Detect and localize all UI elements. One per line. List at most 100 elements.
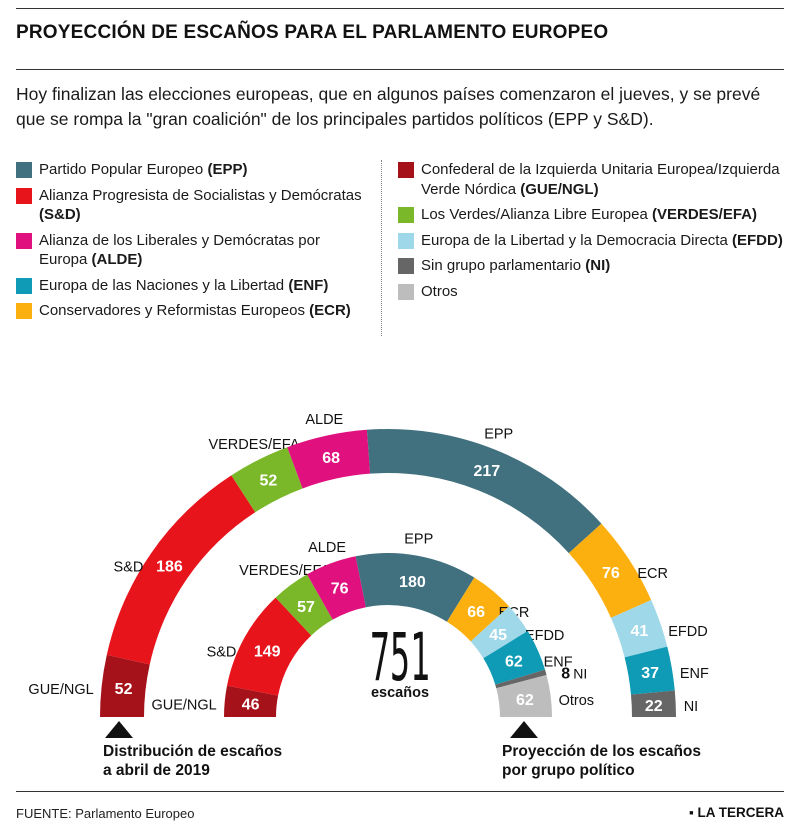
legend-label: Europa de las Naciones y la Libertad (EN… xyxy=(39,276,328,296)
legend-group-abbr: (EFDD) xyxy=(732,231,783,249)
pointer-triangle xyxy=(105,721,133,738)
value-label: 41 xyxy=(631,623,649,640)
legend-group-abbr: (ENF) xyxy=(288,276,329,294)
arc-sd xyxy=(106,475,256,665)
legend-group-name: Sin grupo parlamentario xyxy=(421,257,586,274)
footer-source: FUENTE: Parlamento Europeo xyxy=(16,806,195,821)
legend-item: Confederal de la Izquierda Unitaria Euro… xyxy=(398,160,788,199)
value-label: 76 xyxy=(602,565,620,582)
group-label: EFDD xyxy=(668,624,707,640)
group-label: ENF xyxy=(680,666,709,682)
legend-group-abbr: (GUE/NGL) xyxy=(520,180,599,198)
legend-label: Europa de la Libertad y la Democracia Di… xyxy=(421,231,783,251)
arc-enf xyxy=(483,630,546,685)
group-label: VERDES/EFA xyxy=(208,437,299,453)
legend-group-name: Conservadores y Reformistas Europeos xyxy=(39,302,310,319)
subtitle: Hoy finalizan las elecciones europeas, q… xyxy=(16,84,761,129)
group-label: NI xyxy=(573,665,587,681)
group-label: Otros xyxy=(559,693,594,709)
legend-label: Otros xyxy=(421,282,458,302)
value-label: 62 xyxy=(516,692,534,709)
group-label: EPP xyxy=(404,532,433,548)
legend-divider xyxy=(381,160,382,336)
arc-guengl xyxy=(100,654,150,717)
group-label: ECR xyxy=(637,566,668,582)
legend-swatch xyxy=(16,277,32,294)
arc-alde xyxy=(287,429,371,489)
legend-label: Sin grupo parlamentario (NI) xyxy=(421,256,610,276)
seat-charts: 52 GUE/NGL 186 S&D 52 VERDES/EFA 68 ALDE 217 EPP 7… xyxy=(28,412,709,779)
legend-group-name: Europa de la Libertad y la Democracia Di… xyxy=(421,231,732,249)
legend-group-name: Alianza de los Liberales y Demócratas po… xyxy=(39,231,320,269)
arc-ni xyxy=(630,690,676,717)
legend-item: Conservadores y Reformistas Europeos (EC… xyxy=(16,301,366,321)
value-label: 22 xyxy=(645,698,663,715)
value-label: 217 xyxy=(473,463,500,480)
legend-swatch xyxy=(16,162,32,178)
legend-group-name: Alianza Progresista de Socialistas y Dem… xyxy=(39,186,362,204)
arc-guengl xyxy=(224,685,279,717)
value-label: 76 xyxy=(331,581,349,598)
arc-ecr xyxy=(446,577,510,642)
pointer-triangle xyxy=(510,721,538,738)
legend-swatch xyxy=(398,258,414,274)
center-total: 751 xyxy=(370,619,430,696)
arc-alde xyxy=(306,556,366,620)
group-label: ALDE xyxy=(305,412,343,428)
page-title: PROYECCIÓN DE ESCAÑOS PARA EL PARLAMENTO… xyxy=(16,22,609,43)
value-label: 62 xyxy=(505,653,523,670)
legend-swatch xyxy=(16,303,32,319)
value-label: 66 xyxy=(467,604,485,621)
group-label: EPP xyxy=(484,426,513,442)
legend-group-abbr: (VERDES/EFA) xyxy=(651,206,757,223)
legend-item: Alianza Progresista de Socialistas y Dem… xyxy=(16,186,366,225)
legend-label: Alianza Progresista de Socialistas y Dem… xyxy=(39,186,366,225)
legend-label: Conservadores y Reformistas Europeos (EC… xyxy=(39,301,351,321)
legend-item: Los Verdes/Alianza Libre Europea (VERDES… xyxy=(398,205,788,225)
legend-group-name: Partido Popular Europeo xyxy=(39,161,208,178)
value-label: 149 xyxy=(254,643,281,660)
title-rule xyxy=(16,69,784,70)
value-label: 37 xyxy=(641,665,659,682)
legend-swatch xyxy=(398,162,414,178)
arc-sd xyxy=(227,597,312,696)
value-label: 8 xyxy=(561,665,570,682)
legend-group-abbr: (ALDE) xyxy=(91,251,143,268)
value-label: 180 xyxy=(399,574,426,591)
legend-item: Europa de las Naciones y la Libertad (EN… xyxy=(16,276,366,296)
legend-group-name: Otros xyxy=(421,282,458,300)
center-label: escaños xyxy=(371,685,429,701)
semicircle-chart-inner: 46GUE/NGL149S&D57VERDES/EFA76ALDE180EPP6… xyxy=(151,532,594,717)
group-label: ALDE xyxy=(308,540,346,556)
legend-item: Partido Popular Europeo (EPP) xyxy=(16,160,366,180)
value-label: 45 xyxy=(489,627,507,644)
arc-verdesefa xyxy=(275,574,333,636)
legend-item: Alianza de los Liberales y Demócratas po… xyxy=(16,231,366,270)
annotation-inner: Proyección de los escaños por grupo polít… xyxy=(502,743,701,779)
arc-efdd xyxy=(610,600,668,658)
footer-rule xyxy=(16,791,784,792)
group-label: GUE/NGL xyxy=(28,682,93,698)
arc-efdd xyxy=(470,606,528,659)
brand-name: LA TERCERA xyxy=(697,805,785,820)
legend-label: Los Verdes/Alianza Libre Europea (VERDES… xyxy=(421,205,757,225)
legend-group-abbr: (NI) xyxy=(585,257,611,274)
value-label: 52 xyxy=(259,472,277,489)
value-label: 46 xyxy=(242,697,260,714)
legend-right: Confederal de la Izquierda Unitaria Euro… xyxy=(398,160,788,307)
arc-epp xyxy=(355,553,475,622)
arc-epp xyxy=(366,429,602,554)
legend-group-name: Confederal de la Izquierda Unitaria Euro… xyxy=(421,161,780,198)
legend-swatch xyxy=(398,283,414,300)
legend-swatch xyxy=(16,232,32,249)
legend-left: Partido Popular Europeo (EPP) Alianza Pro… xyxy=(16,160,366,327)
legend-label: Alianza de los Liberales y Demócratas po… xyxy=(39,231,366,270)
arc-ni xyxy=(495,669,547,689)
legend-group-abbr: (EPP) xyxy=(207,161,248,178)
value-label: 68 xyxy=(322,450,340,467)
annotation-outer: Distribución de escaños a abril de 2019 xyxy=(103,743,282,779)
value-label: 52 xyxy=(115,681,133,698)
legend-swatch xyxy=(398,207,414,223)
legend-item: Europa de la Libertad y la Democracia Di… xyxy=(398,231,788,251)
legend-label: Confederal de la Izquierda Unitaria Euro… xyxy=(421,160,788,199)
